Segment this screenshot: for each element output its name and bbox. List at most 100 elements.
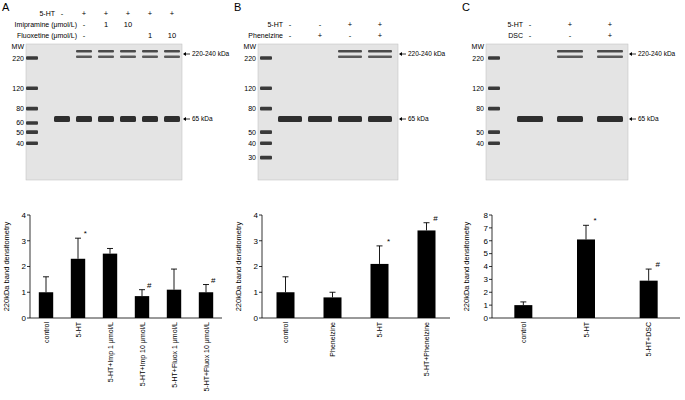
- blot-panel: A5-HT-+++++Imipramine (μmol/L)-110Fluoxe…: [2, 1, 230, 180]
- treatment-sign: +: [126, 9, 131, 18]
- error-cap: [75, 238, 81, 239]
- treatment-sign: -: [83, 20, 86, 29]
- y-tick: [489, 279, 492, 280]
- y-tick: [489, 292, 492, 293]
- error-stem: [426, 223, 427, 231]
- treatment-sign: 1: [104, 20, 108, 29]
- band-220: [164, 56, 180, 59]
- band-220: [338, 56, 362, 59]
- mw-label: MW: [472, 43, 485, 50]
- bar: [135, 296, 149, 318]
- blot-membrane: [486, 44, 628, 180]
- error-stem: [586, 225, 587, 239]
- y-tick-label: 2: [22, 262, 27, 271]
- x-axis: [30, 318, 222, 319]
- category-label: 5-HT: [583, 321, 590, 337]
- bar: [277, 292, 295, 318]
- arrow-label: 220-240 kDa: [408, 50, 446, 57]
- error-bar: [424, 223, 430, 231]
- y-axis-label: 220kDa band densitometry: [2, 221, 11, 311]
- band-65: [517, 116, 543, 122]
- ladder-band: [260, 87, 272, 91]
- band-65: [278, 116, 302, 122]
- error-stem: [46, 277, 47, 292]
- marks: [514, 225, 657, 318]
- error-bar: [330, 292, 336, 297]
- ladder-band: [488, 56, 500, 60]
- y-tick: [27, 215, 30, 216]
- band-240: [120, 50, 136, 53]
- marks: [277, 223, 436, 318]
- error-bar: [646, 269, 652, 281]
- mw-value: 220: [12, 55, 24, 62]
- band-220: [98, 56, 114, 59]
- ladder-band: [26, 87, 38, 91]
- band-240: [164, 50, 180, 53]
- band-220: [368, 56, 392, 59]
- bar: [71, 259, 85, 318]
- band-65: [338, 116, 362, 122]
- band-220: [76, 56, 92, 59]
- y-tick-label: 0: [22, 314, 27, 323]
- ladder-band: [488, 141, 500, 145]
- error-stem: [332, 292, 333, 297]
- arrow-head: [629, 117, 632, 121]
- y-tick: [259, 266, 262, 267]
- y-tick: [489, 253, 492, 254]
- y-tick-label: 2: [254, 262, 259, 271]
- treatment-sign: +: [148, 9, 153, 18]
- error-stem: [379, 246, 380, 264]
- treatment-sign: -: [289, 20, 292, 29]
- bar-chart: 012345678220kDa band densitometrycontrol…: [462, 211, 680, 357]
- significance: *: [387, 237, 390, 246]
- y-tick-label: 4: [254, 211, 259, 220]
- category-label: 5-HT: [75, 321, 82, 337]
- treatment-sign: 10: [124, 20, 132, 29]
- mw-value: 80: [248, 105, 256, 112]
- bar: [103, 254, 117, 318]
- bar: [514, 305, 532, 318]
- category-label: 5-HT+Imp 1 μmol/L: [107, 322, 115, 382]
- treatment-sign: -: [349, 31, 352, 40]
- error-bar: [377, 246, 383, 264]
- error-bar: [171, 269, 177, 290]
- error-cap: [107, 248, 113, 249]
- bar: [324, 297, 342, 318]
- mw-value: 220: [244, 55, 256, 62]
- mw-value: 40: [248, 140, 256, 147]
- band-65: [557, 116, 583, 122]
- mw-label: MW: [12, 43, 25, 50]
- error-bar: [75, 238, 81, 259]
- band-240: [368, 50, 392, 53]
- error-stem: [110, 248, 111, 253]
- y-tick: [489, 266, 492, 267]
- significance: *: [593, 216, 596, 225]
- figure: A5-HT-+++++Imipramine (μmol/L)-110Fluoxe…: [0, 0, 685, 400]
- y-tick: [259, 215, 262, 216]
- bar: [167, 290, 181, 318]
- y-tick-label: 0: [254, 314, 259, 323]
- y-tick-label: 5: [484, 249, 489, 258]
- error-stem: [206, 285, 207, 293]
- band-65: [76, 116, 92, 122]
- y-tick: [259, 240, 262, 241]
- y-tick: [489, 215, 492, 216]
- arrow-head: [183, 117, 186, 121]
- treatment-label: DSC: [508, 32, 523, 39]
- band-65: [54, 116, 70, 122]
- error-bar: [139, 290, 145, 296]
- band-65: [308, 116, 332, 122]
- panel-letter: A: [2, 1, 10, 13]
- treatment-sign: +: [378, 31, 383, 40]
- y-tick-label: 3: [484, 275, 489, 284]
- y-tick: [27, 240, 30, 241]
- ladder-band: [26, 107, 38, 111]
- treatment-sign: -: [319, 20, 322, 29]
- marks: [39, 238, 213, 318]
- error-bar: [203, 285, 209, 293]
- y-tick-label: 1: [484, 301, 489, 310]
- category-label: 5-HT: [376, 321, 383, 337]
- y-tick: [489, 240, 492, 241]
- arrow-head: [183, 52, 186, 56]
- error-cap: [520, 301, 526, 302]
